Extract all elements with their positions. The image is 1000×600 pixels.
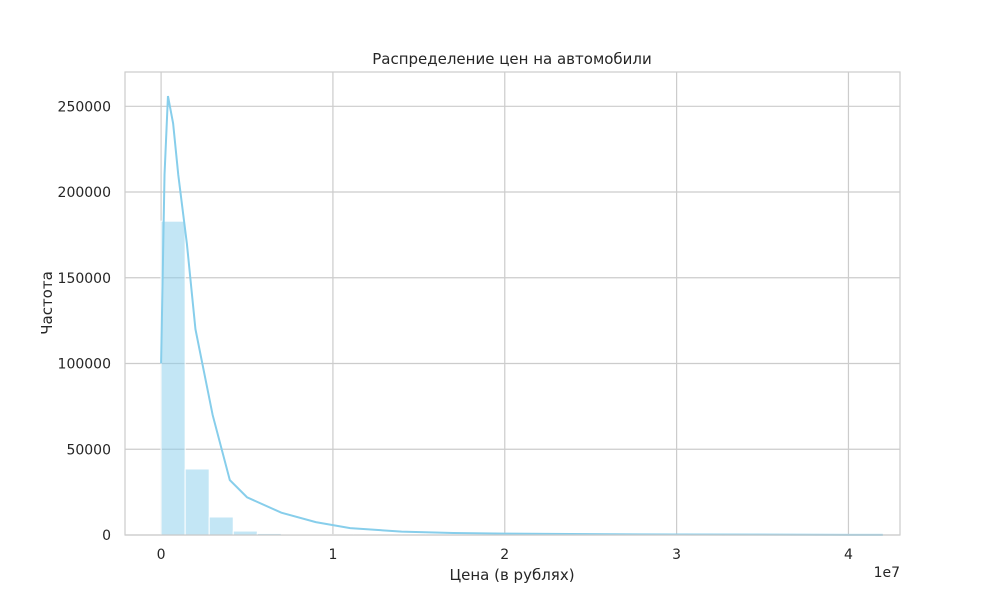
kde-line	[160, 95, 883, 536]
y-tick-labels: 0 50000 100000 150000 200000 250000	[58, 99, 111, 544]
x-tick-label: 0	[157, 547, 166, 563]
x-axis-label: Цена (в рублях)	[449, 566, 574, 584]
y-tick-label: 50000	[66, 442, 111, 458]
y-tick-label: 250000	[58, 99, 111, 115]
x-tick-label: 3	[672, 547, 681, 563]
histogram-bar	[208, 516, 234, 536]
plot-frame	[124, 71, 901, 536]
x-tick-labels: 0 1 2 3 4	[157, 547, 853, 563]
histogram-bar	[160, 220, 186, 536]
y-axis-label: Частота	[38, 271, 56, 335]
x-axis-offset-text: 1e7	[874, 565, 900, 581]
plot-background	[125, 72, 900, 535]
x-tick-label: 2	[500, 547, 509, 563]
grid	[125, 72, 900, 536]
x-tick-label: 1	[328, 547, 337, 563]
chart-title: Распределение цен на автомобили	[372, 50, 652, 68]
y-tick-label: 200000	[58, 185, 111, 201]
histogram-bar	[184, 468, 210, 536]
y-tick-label: 0	[102, 528, 111, 544]
y-tick-label: 150000	[58, 271, 111, 287]
histogram-bars	[160, 220, 884, 536]
x-tick-label: 4	[844, 547, 853, 563]
y-tick-label: 100000	[58, 357, 111, 373]
